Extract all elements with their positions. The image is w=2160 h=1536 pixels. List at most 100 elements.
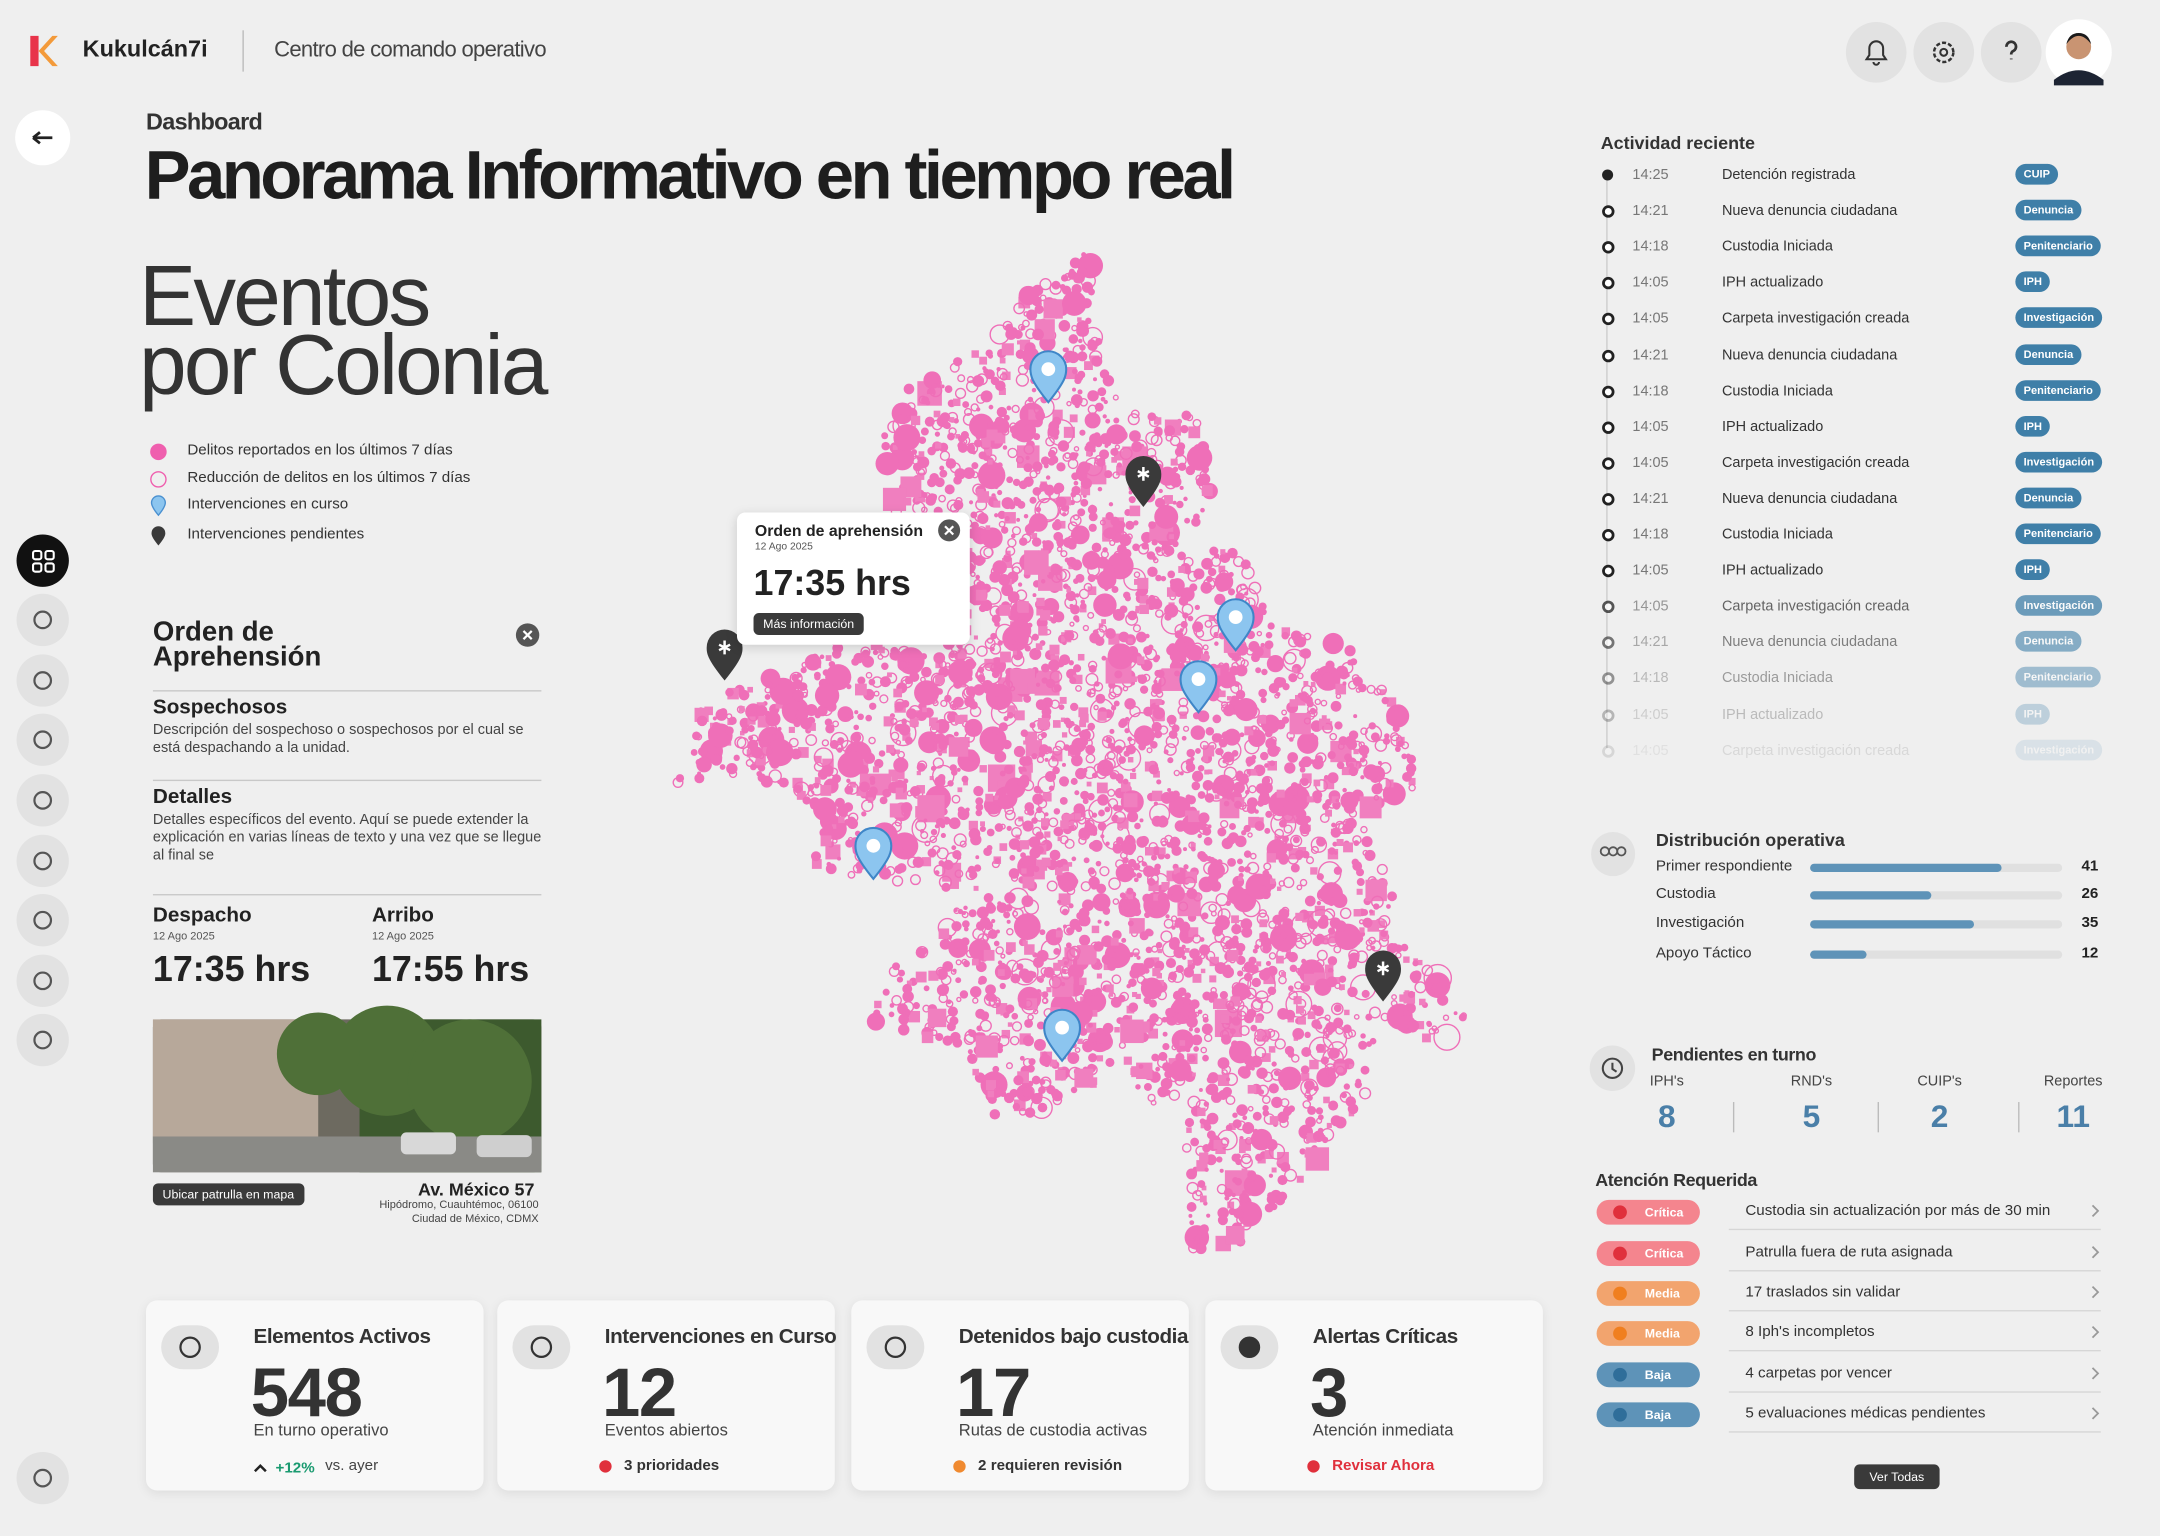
map-dot xyxy=(1194,604,1200,611)
map-dot xyxy=(897,658,910,672)
map-cell xyxy=(998,387,1006,395)
map-dot xyxy=(1217,1057,1230,1070)
map-cell xyxy=(1120,1019,1144,1044)
popup-date: 12 Ago 2025 xyxy=(754,539,813,553)
map-dot xyxy=(1149,1013,1159,1023)
nav-button[interactable] xyxy=(16,654,69,707)
map-dot xyxy=(1225,1124,1233,1132)
map-dot xyxy=(1060,778,1069,787)
pin-active[interactable] xyxy=(1179,660,1218,714)
notifications-button[interactable] xyxy=(1845,22,1907,83)
popup-button[interactable]: Más información xyxy=(753,613,864,636)
map-cell xyxy=(1138,1021,1150,1033)
map-cell xyxy=(1114,1026,1120,1033)
map-dot xyxy=(1020,325,1026,331)
photo-button[interactable]: Ubicar patrulla en mapa xyxy=(152,1183,304,1206)
nav-button[interactable] xyxy=(16,1013,69,1067)
popup-close[interactable] xyxy=(938,519,961,542)
map-dot xyxy=(1299,766,1306,773)
view-all-button[interactable]: Ver Todas xyxy=(1854,1464,1940,1490)
map-dot xyxy=(1197,1180,1206,1188)
pin-active[interactable] xyxy=(1043,1008,1082,1063)
pin-pending[interactable] xyxy=(1365,950,1401,1002)
attention-text[interactable]: 17 traslados sin validar xyxy=(1745,1283,1901,1301)
map-dot xyxy=(1307,704,1318,715)
attention-text[interactable]: 8 Iph's incompletos xyxy=(1745,1323,1875,1341)
map-cell xyxy=(1052,720,1061,728)
map-dot xyxy=(1109,728,1115,734)
nav-button[interactable] xyxy=(16,954,69,1007)
map-dot xyxy=(1285,990,1313,1018)
map-dot xyxy=(938,860,945,866)
map-dot xyxy=(891,875,904,887)
map-dot xyxy=(1037,489,1051,504)
attention-text[interactable]: Patrulla fuera de ruta asignada xyxy=(1745,1243,1953,1261)
nav-button[interactable] xyxy=(16,1451,69,1505)
map-dot xyxy=(1368,722,1376,730)
nav-button[interactable] xyxy=(16,534,69,587)
attention-text[interactable]: Custodia sin actualización por más de 30… xyxy=(1745,1202,2051,1220)
activity-row: 14:25 Detención registrada CUIP xyxy=(1598,163,2121,188)
map-dot xyxy=(829,739,839,749)
map-dot xyxy=(1164,853,1171,860)
pin-pending[interactable] xyxy=(1125,455,1162,507)
settings-button[interactable] xyxy=(1913,22,1975,83)
map-dot xyxy=(991,918,996,924)
nav-button[interactable] xyxy=(16,894,69,947)
nav-button[interactable] xyxy=(16,834,69,888)
map-dot xyxy=(1181,735,1187,741)
map-dot xyxy=(992,1065,1000,1073)
pin-active[interactable] xyxy=(1029,350,1068,404)
map-cell xyxy=(985,1080,997,1091)
map-dot xyxy=(939,450,951,461)
map-dot xyxy=(1216,1183,1228,1195)
map-dot xyxy=(1063,924,1075,936)
map-cell xyxy=(1196,1160,1208,1172)
back-button[interactable] xyxy=(15,110,71,166)
pin-active[interactable] xyxy=(854,826,893,881)
map-dot xyxy=(1006,927,1014,936)
map-dot xyxy=(879,796,888,805)
nav-button[interactable] xyxy=(16,774,69,827)
map-dot xyxy=(1252,948,1258,954)
map-dot xyxy=(1111,586,1119,594)
map-cell xyxy=(1053,976,1074,997)
attention-text[interactable]: 4 carpetas por vencer xyxy=(1745,1365,1892,1382)
map-cell xyxy=(1259,919,1268,928)
map-dot xyxy=(962,920,970,928)
nav-button[interactable] xyxy=(16,593,69,647)
map-cell xyxy=(1025,740,1043,757)
popup-time: 17:35 hrs xyxy=(753,562,911,604)
map-dot xyxy=(931,845,941,854)
map-dot xyxy=(1205,575,1213,583)
map-dot xyxy=(1072,743,1077,748)
pin-active[interactable] xyxy=(1216,598,1255,652)
attention-text[interactable]: 5 evaluaciones médicas pendientes xyxy=(1745,1405,1986,1422)
activity-row: 14:18 Custodia Iniciada Penitenciario xyxy=(1598,234,2121,259)
map-dot xyxy=(1173,769,1180,777)
map-dot xyxy=(1006,711,1014,719)
map-dot xyxy=(1248,956,1257,965)
map-dot xyxy=(1078,338,1083,344)
nav-button[interactable] xyxy=(16,713,69,766)
pin-pending[interactable] xyxy=(706,629,743,681)
map-dot xyxy=(1073,725,1081,733)
map-dot xyxy=(1041,997,1049,1005)
map-cell xyxy=(1218,565,1226,573)
map-cell xyxy=(1017,601,1029,613)
map-dot xyxy=(825,664,852,691)
activity-text: IPH actualizado xyxy=(1721,705,1824,723)
help-button[interactable] xyxy=(1980,22,2042,83)
map-dot xyxy=(836,747,843,753)
map-dot xyxy=(1186,647,1191,652)
map-cell xyxy=(1219,690,1226,698)
chevron-path xyxy=(2091,1407,2100,1420)
map-cell xyxy=(1152,968,1161,977)
map-dot xyxy=(1053,611,1065,623)
map-dot xyxy=(1022,1057,1033,1068)
close-button[interactable] xyxy=(515,623,540,648)
map-cell xyxy=(1199,1152,1209,1162)
legend-pin xyxy=(150,495,166,517)
activity-tag: Denuncia xyxy=(2015,487,2082,509)
pending-value: 8 xyxy=(1658,1097,1676,1134)
